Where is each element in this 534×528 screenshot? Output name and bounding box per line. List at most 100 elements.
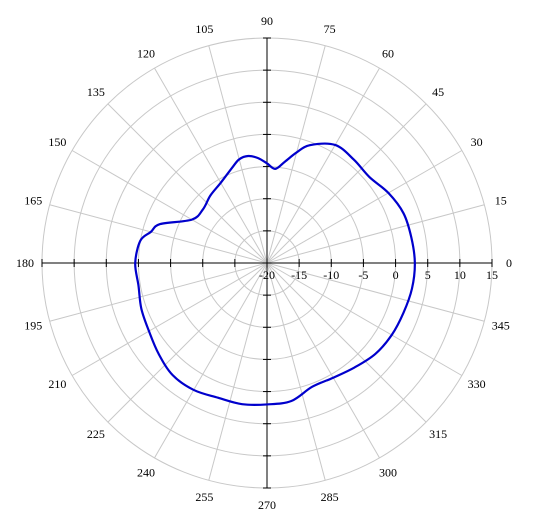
grid-spoke bbox=[266, 45, 326, 264]
grid-spoke bbox=[107, 103, 268, 264]
data-point bbox=[375, 353, 377, 355]
grid-spoke bbox=[208, 45, 268, 264]
angle-label: 195 bbox=[24, 319, 42, 333]
radial-tick-label: -10 bbox=[323, 268, 339, 282]
data-point bbox=[247, 155, 249, 157]
angle-label: 30 bbox=[471, 135, 483, 149]
data-point bbox=[296, 152, 298, 154]
data-point bbox=[238, 159, 240, 161]
axis-ticks bbox=[41, 37, 493, 489]
grid-spoke bbox=[266, 262, 427, 423]
angle-label: 240 bbox=[137, 466, 155, 480]
data-point bbox=[231, 167, 233, 169]
data-point bbox=[138, 285, 140, 287]
data-point bbox=[141, 308, 143, 310]
data-point bbox=[284, 161, 286, 163]
data-point bbox=[191, 219, 193, 221]
data-point bbox=[241, 403, 243, 405]
angle-label: 225 bbox=[87, 427, 105, 441]
data-point bbox=[148, 330, 150, 332]
data-point bbox=[354, 367, 356, 369]
data-point bbox=[274, 168, 276, 170]
grid-spoke bbox=[154, 262, 268, 459]
grid-spoke bbox=[208, 262, 268, 481]
data-point bbox=[311, 386, 313, 388]
grid-spoke bbox=[49, 262, 268, 322]
grid-spoke bbox=[154, 67, 268, 264]
series-layer bbox=[134, 142, 416, 407]
grid-spoke bbox=[266, 103, 427, 264]
grid-spoke bbox=[266, 262, 380, 459]
data-point bbox=[140, 240, 142, 242]
angle-label: 210 bbox=[48, 377, 66, 391]
radial-tick-label: 10 bbox=[454, 268, 466, 282]
angle-label: 120 bbox=[137, 46, 155, 60]
angle-label: 180 bbox=[16, 256, 34, 270]
data-point bbox=[411, 288, 413, 290]
data-point bbox=[158, 353, 160, 355]
angle-label: 300 bbox=[379, 466, 397, 480]
data-point bbox=[210, 195, 212, 197]
radial-tick-labels: -20 -15 -10 -5 0 5 10 15 bbox=[259, 268, 498, 282]
data-point bbox=[309, 144, 311, 146]
data-point bbox=[388, 192, 390, 194]
angle-label: 15 bbox=[495, 193, 507, 207]
data-point bbox=[217, 397, 219, 399]
angle-label: 255 bbox=[195, 490, 213, 504]
angle-label: 75 bbox=[324, 22, 336, 36]
angle-label: 90 bbox=[261, 14, 273, 28]
data-point bbox=[172, 374, 174, 376]
data-point bbox=[266, 163, 268, 165]
radial-tick-label: -15 bbox=[291, 268, 307, 282]
grid-spoke bbox=[266, 67, 380, 264]
angle-label: 285 bbox=[321, 490, 339, 504]
data-point bbox=[353, 159, 355, 161]
radial-tick-label: 0 bbox=[393, 268, 399, 282]
data-point bbox=[403, 312, 405, 314]
data-point bbox=[257, 157, 259, 159]
grid-spoke bbox=[266, 262, 463, 376]
angle-label: 330 bbox=[468, 377, 486, 391]
grid-spoke bbox=[49, 204, 268, 264]
data-point bbox=[202, 208, 204, 210]
angle-tick-labels: 0153045607590105120135150165180195210225… bbox=[16, 14, 512, 512]
angle-label: 150 bbox=[48, 135, 66, 149]
grid-spoke bbox=[107, 262, 268, 423]
grid-spoke bbox=[71, 150, 268, 264]
data-point bbox=[391, 334, 393, 336]
angle-label: 165 bbox=[24, 193, 42, 207]
data-point bbox=[291, 400, 293, 402]
data-point bbox=[266, 404, 268, 406]
data-point bbox=[193, 389, 195, 391]
radial-tick-label: 15 bbox=[486, 268, 498, 282]
grid-spoke bbox=[266, 262, 326, 481]
grid-spoke bbox=[71, 262, 268, 376]
series-line bbox=[134, 142, 416, 407]
angle-label: 0 bbox=[506, 256, 512, 270]
data-point bbox=[411, 237, 413, 239]
radial-tick-label: -20 bbox=[259, 268, 275, 282]
angle-label: 135 bbox=[87, 85, 105, 99]
grid-spoke bbox=[266, 204, 485, 264]
main-axes bbox=[42, 38, 492, 488]
angle-label: 45 bbox=[432, 85, 444, 99]
data-point bbox=[159, 223, 161, 225]
data-point bbox=[334, 144, 336, 146]
data-point bbox=[414, 262, 416, 264]
data-point bbox=[134, 262, 136, 264]
data-point bbox=[403, 213, 405, 215]
angle-label: 315 bbox=[429, 427, 447, 441]
grid-spoke bbox=[266, 262, 485, 322]
radial-tick-label: 5 bbox=[425, 268, 431, 282]
angle-label: 105 bbox=[195, 22, 213, 36]
data-point bbox=[332, 377, 334, 379]
angle-label: 270 bbox=[258, 498, 276, 512]
radial-tick-label: -5 bbox=[358, 268, 368, 282]
angular-grid bbox=[42, 38, 492, 488]
grid-spoke bbox=[266, 150, 463, 264]
angle-label: 60 bbox=[382, 46, 394, 60]
data-point bbox=[150, 231, 152, 233]
data-point bbox=[369, 176, 371, 178]
angle-label: 345 bbox=[492, 319, 510, 333]
